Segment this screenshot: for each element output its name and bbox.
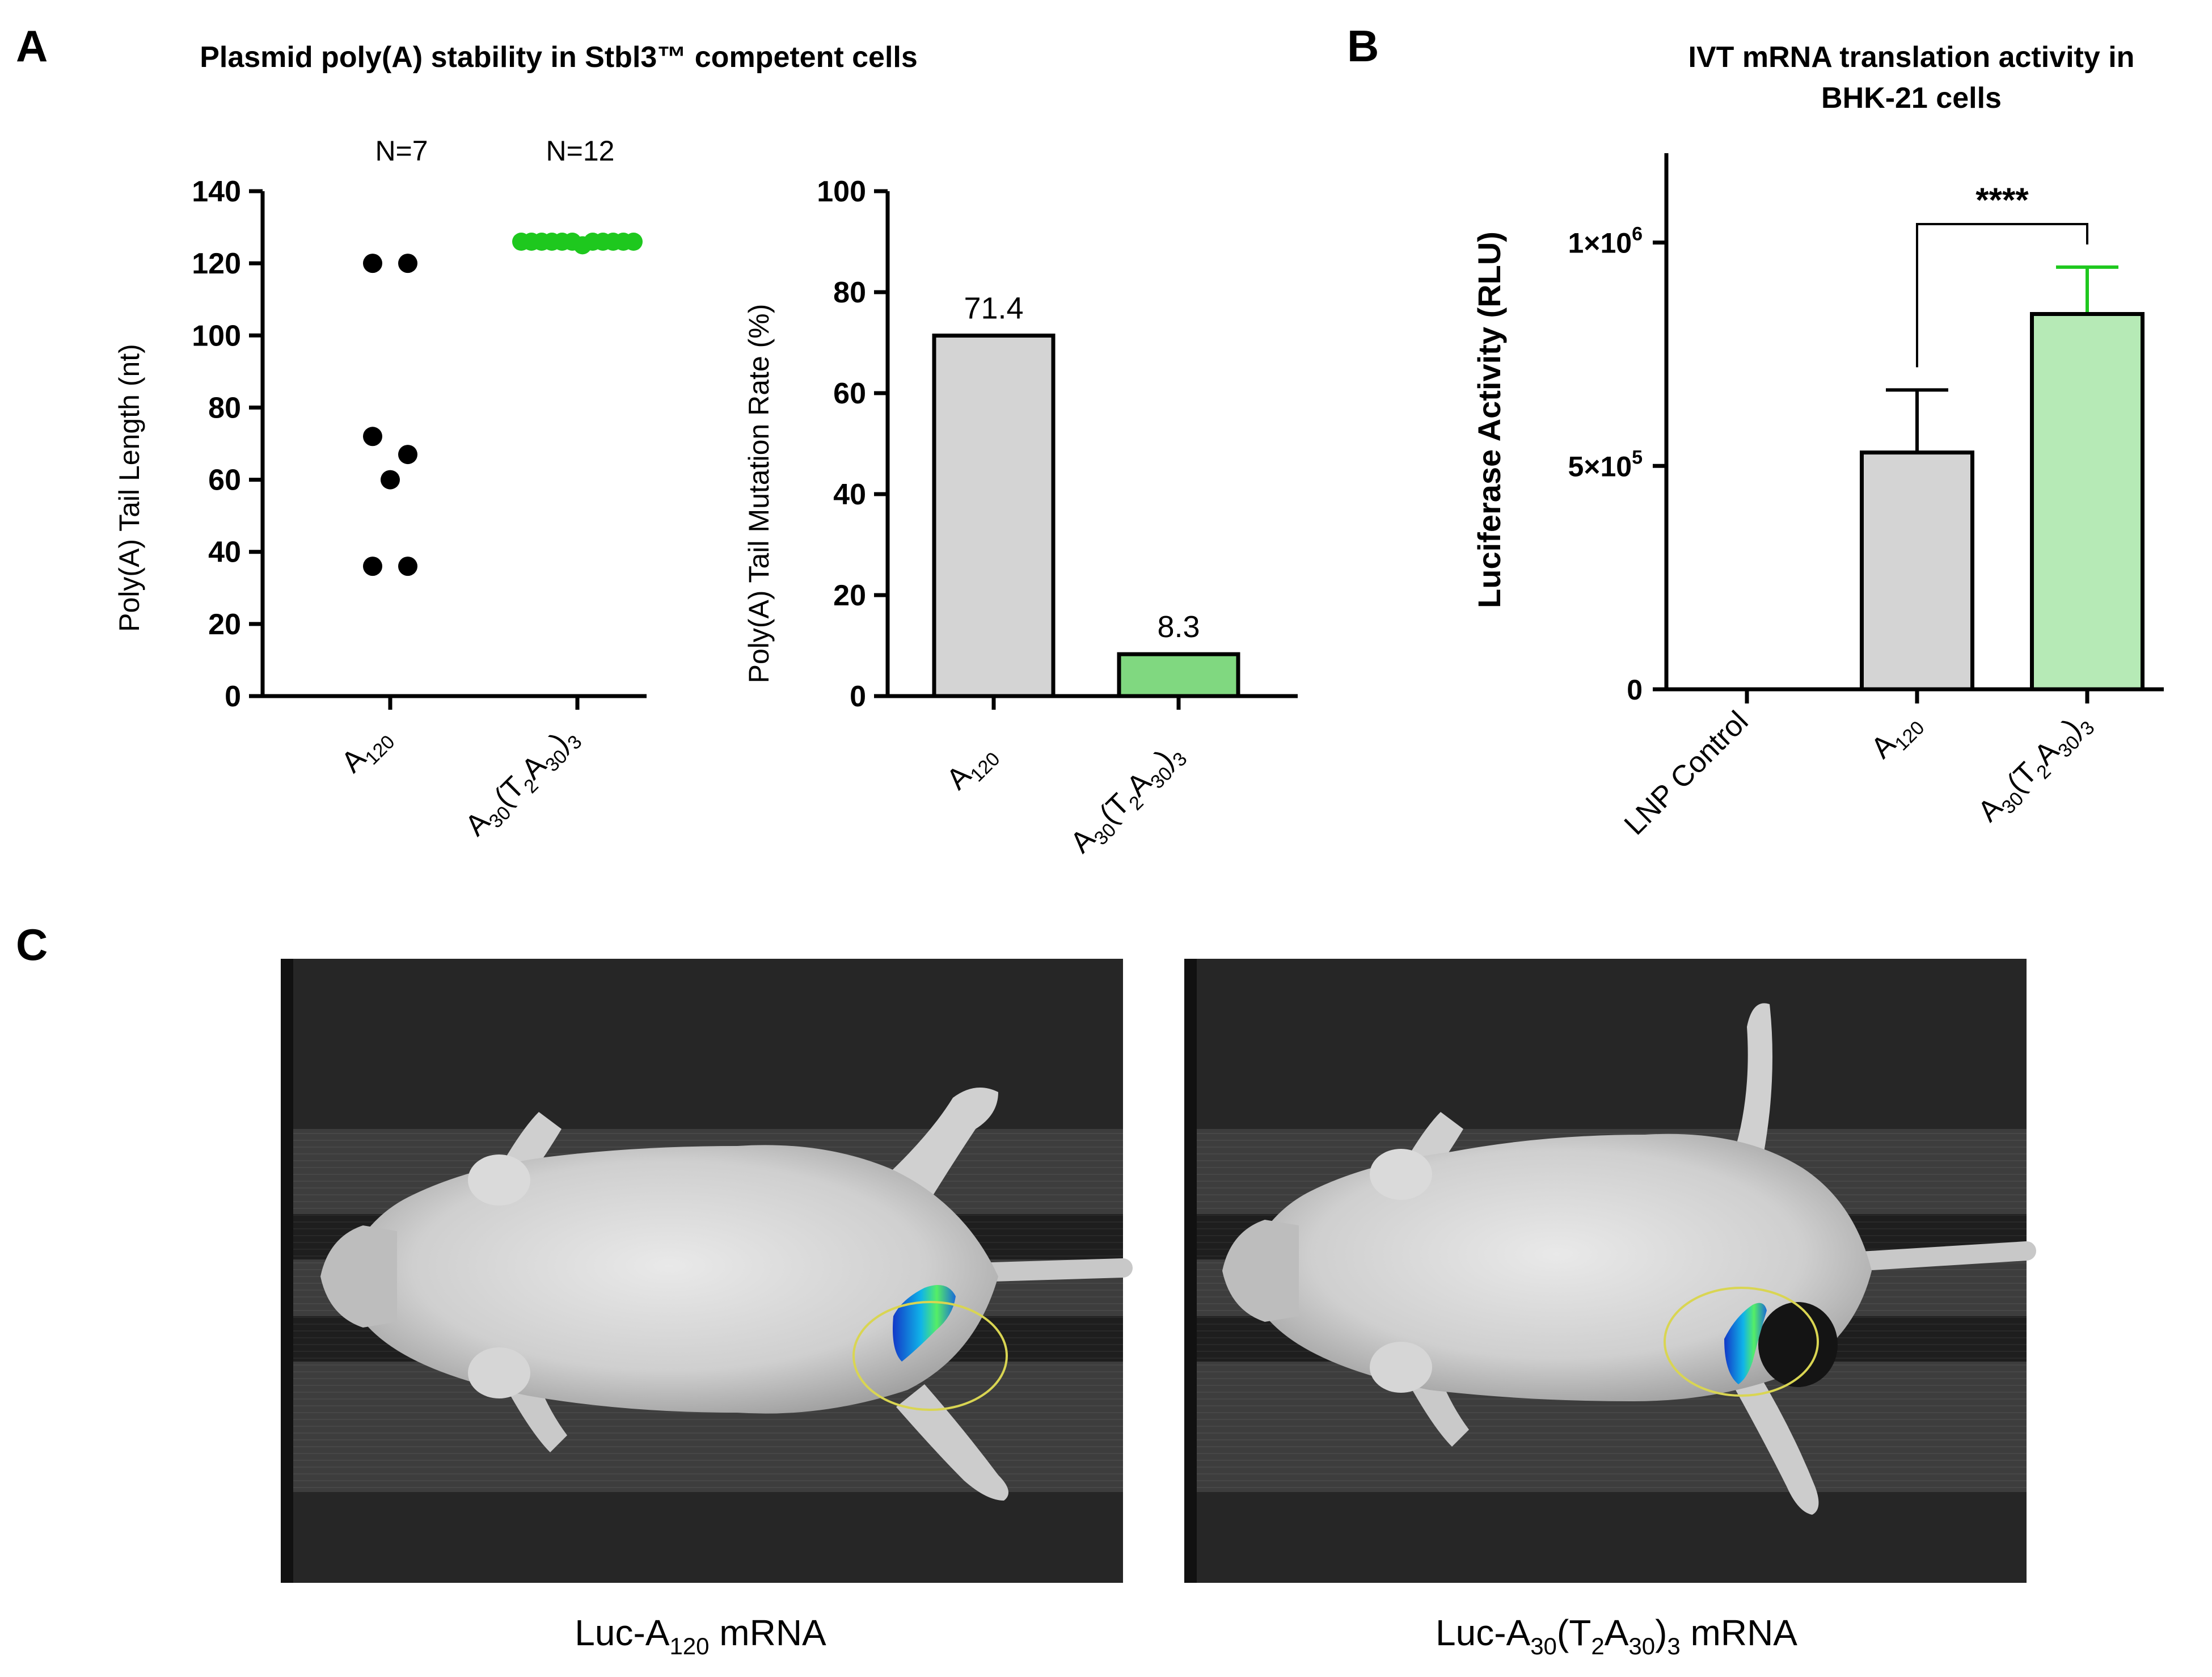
chart-b-title-line: IVT mRNA translation activity in [1688,41,2135,74]
chart-a-bar-value-label: 8.3 [1157,610,1200,644]
caption-a30t2a30: Luc-A30(T2A30)3 mRNA [1436,1612,1797,1659]
chart-a-scatter-point [363,557,382,576]
panel-letter-b: B [1347,21,1379,71]
chart-a-scatter-point [398,445,417,465]
chart-a-bar-rect [1117,652,1240,698]
chart-b-significance-bracket [1916,223,2088,368]
chart-a-scatter-ylabel: Poly(A) Tail Length (nt) [113,344,145,632]
chart-a-bar-ytick-label: 0 [850,680,866,713]
chart-a-scatter-ytick-label: 40 [208,536,241,569]
chart-a-bar-xtick-label: A30(T2A30)3 [1064,736,1191,863]
chart-b-ytick-label: 1×106 [1568,224,1643,259]
chart-a-scatter-ytick-label: 0 [225,680,241,713]
chart-a-bar-ylabel: Poly(A) Tail Mutation Rate (%) [743,304,775,684]
chart-a-scatter-xtick-label: A120 [335,719,399,783]
chart-a-bar-ytick-label: 80 [833,276,866,309]
caption-a120: Luc-A120 mRNA [575,1612,826,1659]
chart-a-scatter-ytick-label: 20 [208,608,241,641]
chart-a-bar-rect [932,334,1056,698]
chart-a-scatter-point [398,557,417,576]
chart-b-title-line: BHK-21 cells [1821,82,2002,115]
chart-a-scatter-point [381,470,400,490]
chart-a-bar-value-label: 71.4 [964,292,1023,326]
chart-a-bar: Poly(A) Tail Mutation Rate (%) 0 20 40 60 80… [743,175,1298,863]
chart-a-scatter-ytick-label: 100 [192,319,241,352]
mouse-image-a120 [281,959,1133,1583]
chart-a-scatter-ytick-label: 120 [192,247,241,280]
chart-a-bar-ytick-label: 100 [817,175,866,208]
chart-a-scatter-point [624,233,643,251]
panel-letter-a: A [16,21,48,71]
chart-a-scatter-ytick-label: 140 [192,175,241,208]
chart-a-scatter-point [398,254,417,273]
chart-a-n-label: N=7 [375,135,428,167]
chart-a-bar-ytick-label: 20 [833,579,866,612]
chart-a-title: Plasmid poly(A) stability in Stbl3™ comp… [200,41,918,74]
chart-b-bar-rect [1860,450,1974,692]
chart-b-ylabel: Luciferase Activity (RLU) [1471,231,1507,608]
chart-a-scatter-ytick-label: 80 [208,391,241,424]
chart-a-n-label: N=12 [546,135,615,167]
mouse-image-a30t2a30 [1184,959,2036,1583]
chart-a-bar-ytick-label: 60 [833,377,866,410]
chart-a-scatter-point [363,254,382,273]
chart-a-bar-xtick-label: A120 [940,736,1004,800]
chart-b-xtick-label: A30(T2A30)3 [1972,705,2099,832]
chart-b-xtick-label: LNP Control [1618,705,1755,841]
chart-a-bar-ytick-label: 40 [833,478,866,511]
chart-a-scatter-ytick-label: 60 [208,464,241,497]
chart-b-bar-rect [2030,312,2145,692]
chart-b-ytick-label: 5×105 [1568,446,1643,482]
chart-b-significance-label: **** [1975,181,2029,219]
chart-a-scatter-point [363,427,382,446]
chart-b-xtick-label: A120 [1865,705,1929,769]
chart-b-ytick-label: 0 [1627,674,1643,706]
chart-b-bar: Luciferase Activity (RLU) 0 5×105 1×106 **… [1471,153,2164,841]
chart-a-scatter-xtick-label: A30(T2A30)3 [459,719,586,846]
panel-letter-c: C [16,920,48,970]
chart-a-scatter: Poly(A) Tail Length (nt) 0 20 40 60 80 100 120… [113,135,647,846]
